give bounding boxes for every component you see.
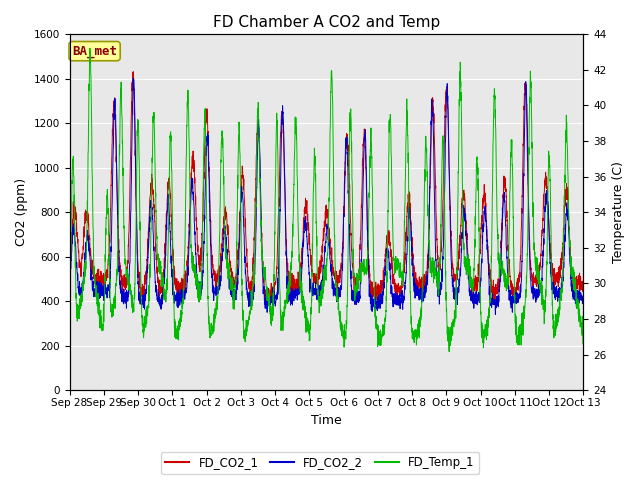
FD_CO2_1 [129, 69, 137, 74]
FD_CO2_2 [263, 302, 271, 308]
FD_CO2_1 [580, 274, 588, 280]
FD_CO2_2 [492, 312, 499, 317]
FD_CO2_1 [155, 296, 163, 301]
FD_CO2_2 [124, 293, 132, 299]
FD_CO2_2 [130, 76, 138, 82]
Line: FD_Temp_1: FD_Temp_1 [70, 48, 584, 351]
FD_CO2_2 [580, 295, 588, 300]
FD_CO2_1 [124, 257, 132, 263]
FD_Temp_1 [285, 280, 293, 286]
FD_CO2_1 [285, 281, 293, 287]
FD_Temp_1 [445, 348, 453, 354]
Y-axis label: CO2 (ppm): CO2 (ppm) [15, 178, 28, 246]
Y-axis label: Temperature (C): Temperature (C) [612, 161, 625, 263]
FD_CO2_2 [570, 288, 577, 293]
FD_CO2_2 [515, 291, 522, 297]
Title: FD Chamber A CO2 and Temp: FD Chamber A CO2 and Temp [213, 15, 440, 30]
FD_CO2_1 [263, 287, 271, 292]
FD_CO2_2 [155, 298, 163, 303]
FD_CO2_1 [371, 302, 379, 308]
FD_Temp_1 [515, 325, 522, 331]
FD_Temp_1 [155, 261, 163, 266]
Line: FD_CO2_1: FD_CO2_1 [70, 72, 584, 305]
Line: FD_CO2_2: FD_CO2_2 [70, 79, 584, 314]
FD_CO2_1 [515, 288, 522, 293]
FD_Temp_1 [570, 267, 577, 273]
FD_Temp_1 [263, 291, 271, 297]
FD_Temp_1 [124, 274, 132, 280]
FD_CO2_1 [66, 272, 74, 277]
FD_Temp_1 [580, 335, 588, 341]
Text: BA_met: BA_met [72, 45, 117, 58]
Legend: FD_CO2_1, FD_CO2_2, FD_Temp_1: FD_CO2_1, FD_CO2_2, FD_Temp_1 [161, 452, 479, 474]
FD_CO2_1 [570, 288, 577, 293]
FD_Temp_1 [86, 46, 94, 51]
FD_CO2_2 [285, 297, 293, 303]
FD_CO2_2 [66, 280, 74, 286]
FD_Temp_1 [66, 301, 74, 307]
X-axis label: Time: Time [311, 414, 342, 427]
